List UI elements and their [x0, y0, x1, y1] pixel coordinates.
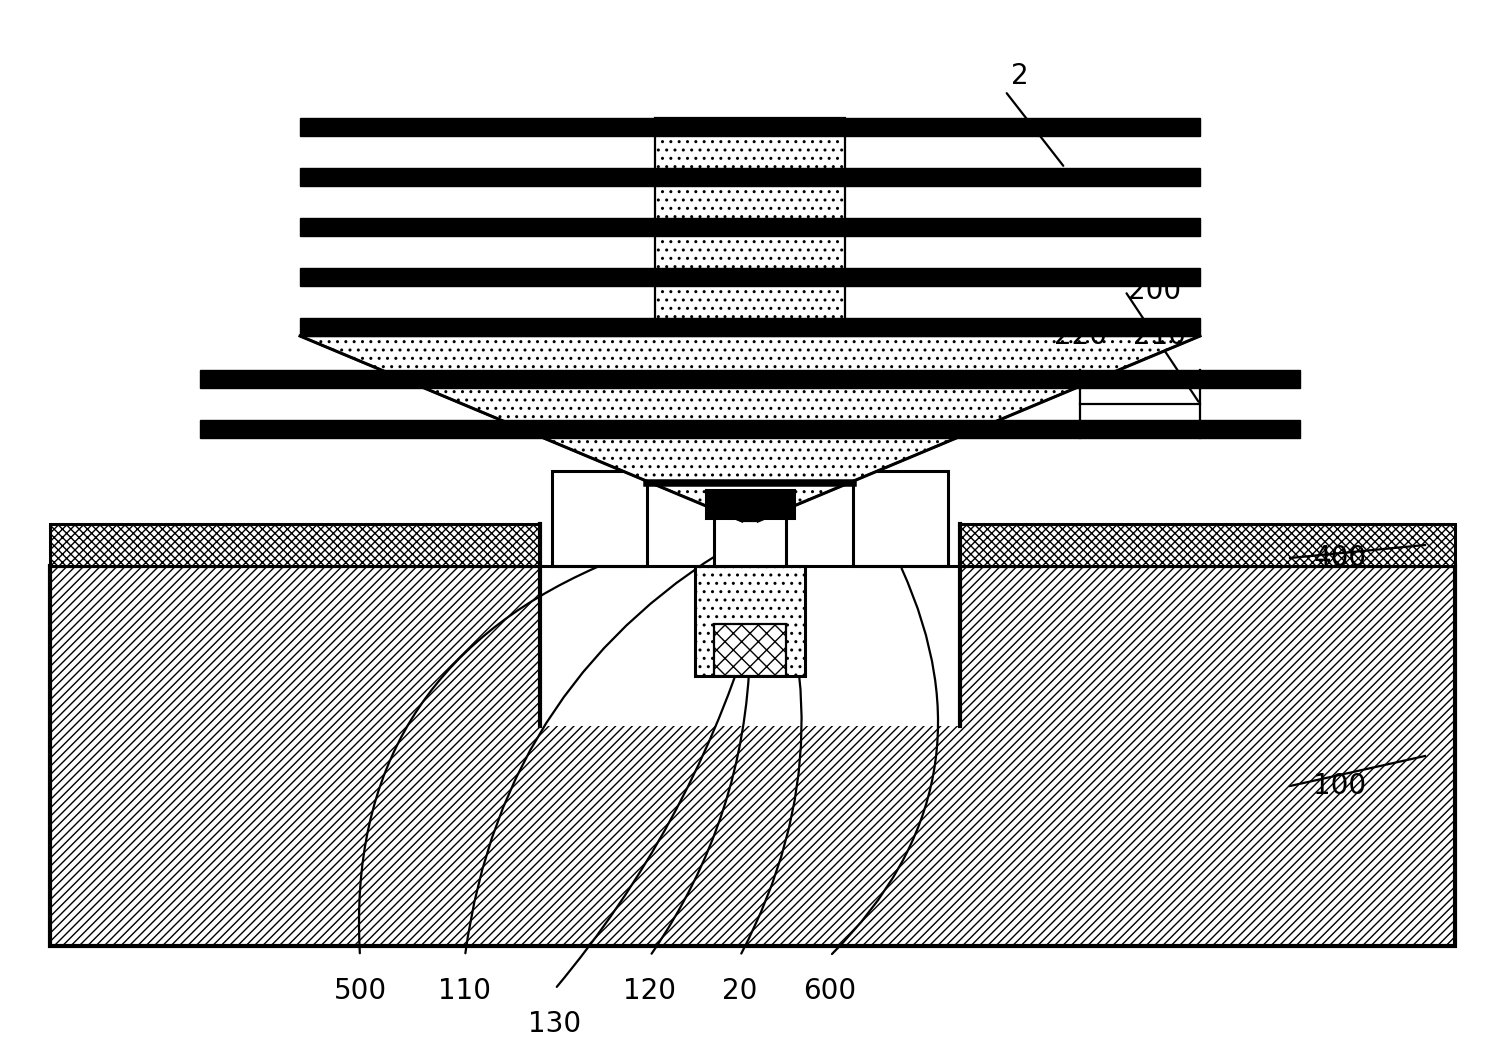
- Bar: [695, 566, 805, 676]
- Text: 110: 110: [438, 977, 492, 1005]
- Bar: [299, 218, 1199, 236]
- Bar: [50, 566, 1455, 946]
- Bar: [299, 318, 1199, 336]
- Text: 600: 600: [804, 977, 856, 1005]
- Bar: [706, 490, 795, 518]
- Polygon shape: [299, 336, 1199, 521]
- Bar: [200, 370, 1300, 388]
- Bar: [299, 168, 1199, 186]
- Text: 2: 2: [1011, 62, 1029, 90]
- Bar: [713, 504, 786, 566]
- Bar: [713, 624, 786, 676]
- Text: 120: 120: [623, 977, 677, 1005]
- Bar: [540, 522, 960, 726]
- Text: 20: 20: [722, 977, 757, 1005]
- Text: 210: 210: [1133, 322, 1186, 350]
- Text: 100: 100: [1314, 772, 1367, 800]
- Text: 130: 130: [528, 1010, 581, 1038]
- Text: 200: 200: [1129, 277, 1181, 305]
- Bar: [299, 268, 1199, 286]
- Bar: [853, 471, 948, 566]
- Text: 400: 400: [1314, 544, 1367, 572]
- Bar: [552, 471, 647, 566]
- Bar: [50, 524, 1455, 566]
- Text: 500: 500: [334, 977, 387, 1005]
- Text: 220: 220: [1054, 322, 1106, 350]
- Bar: [655, 118, 844, 336]
- Bar: [299, 118, 1199, 136]
- Bar: [200, 420, 1300, 438]
